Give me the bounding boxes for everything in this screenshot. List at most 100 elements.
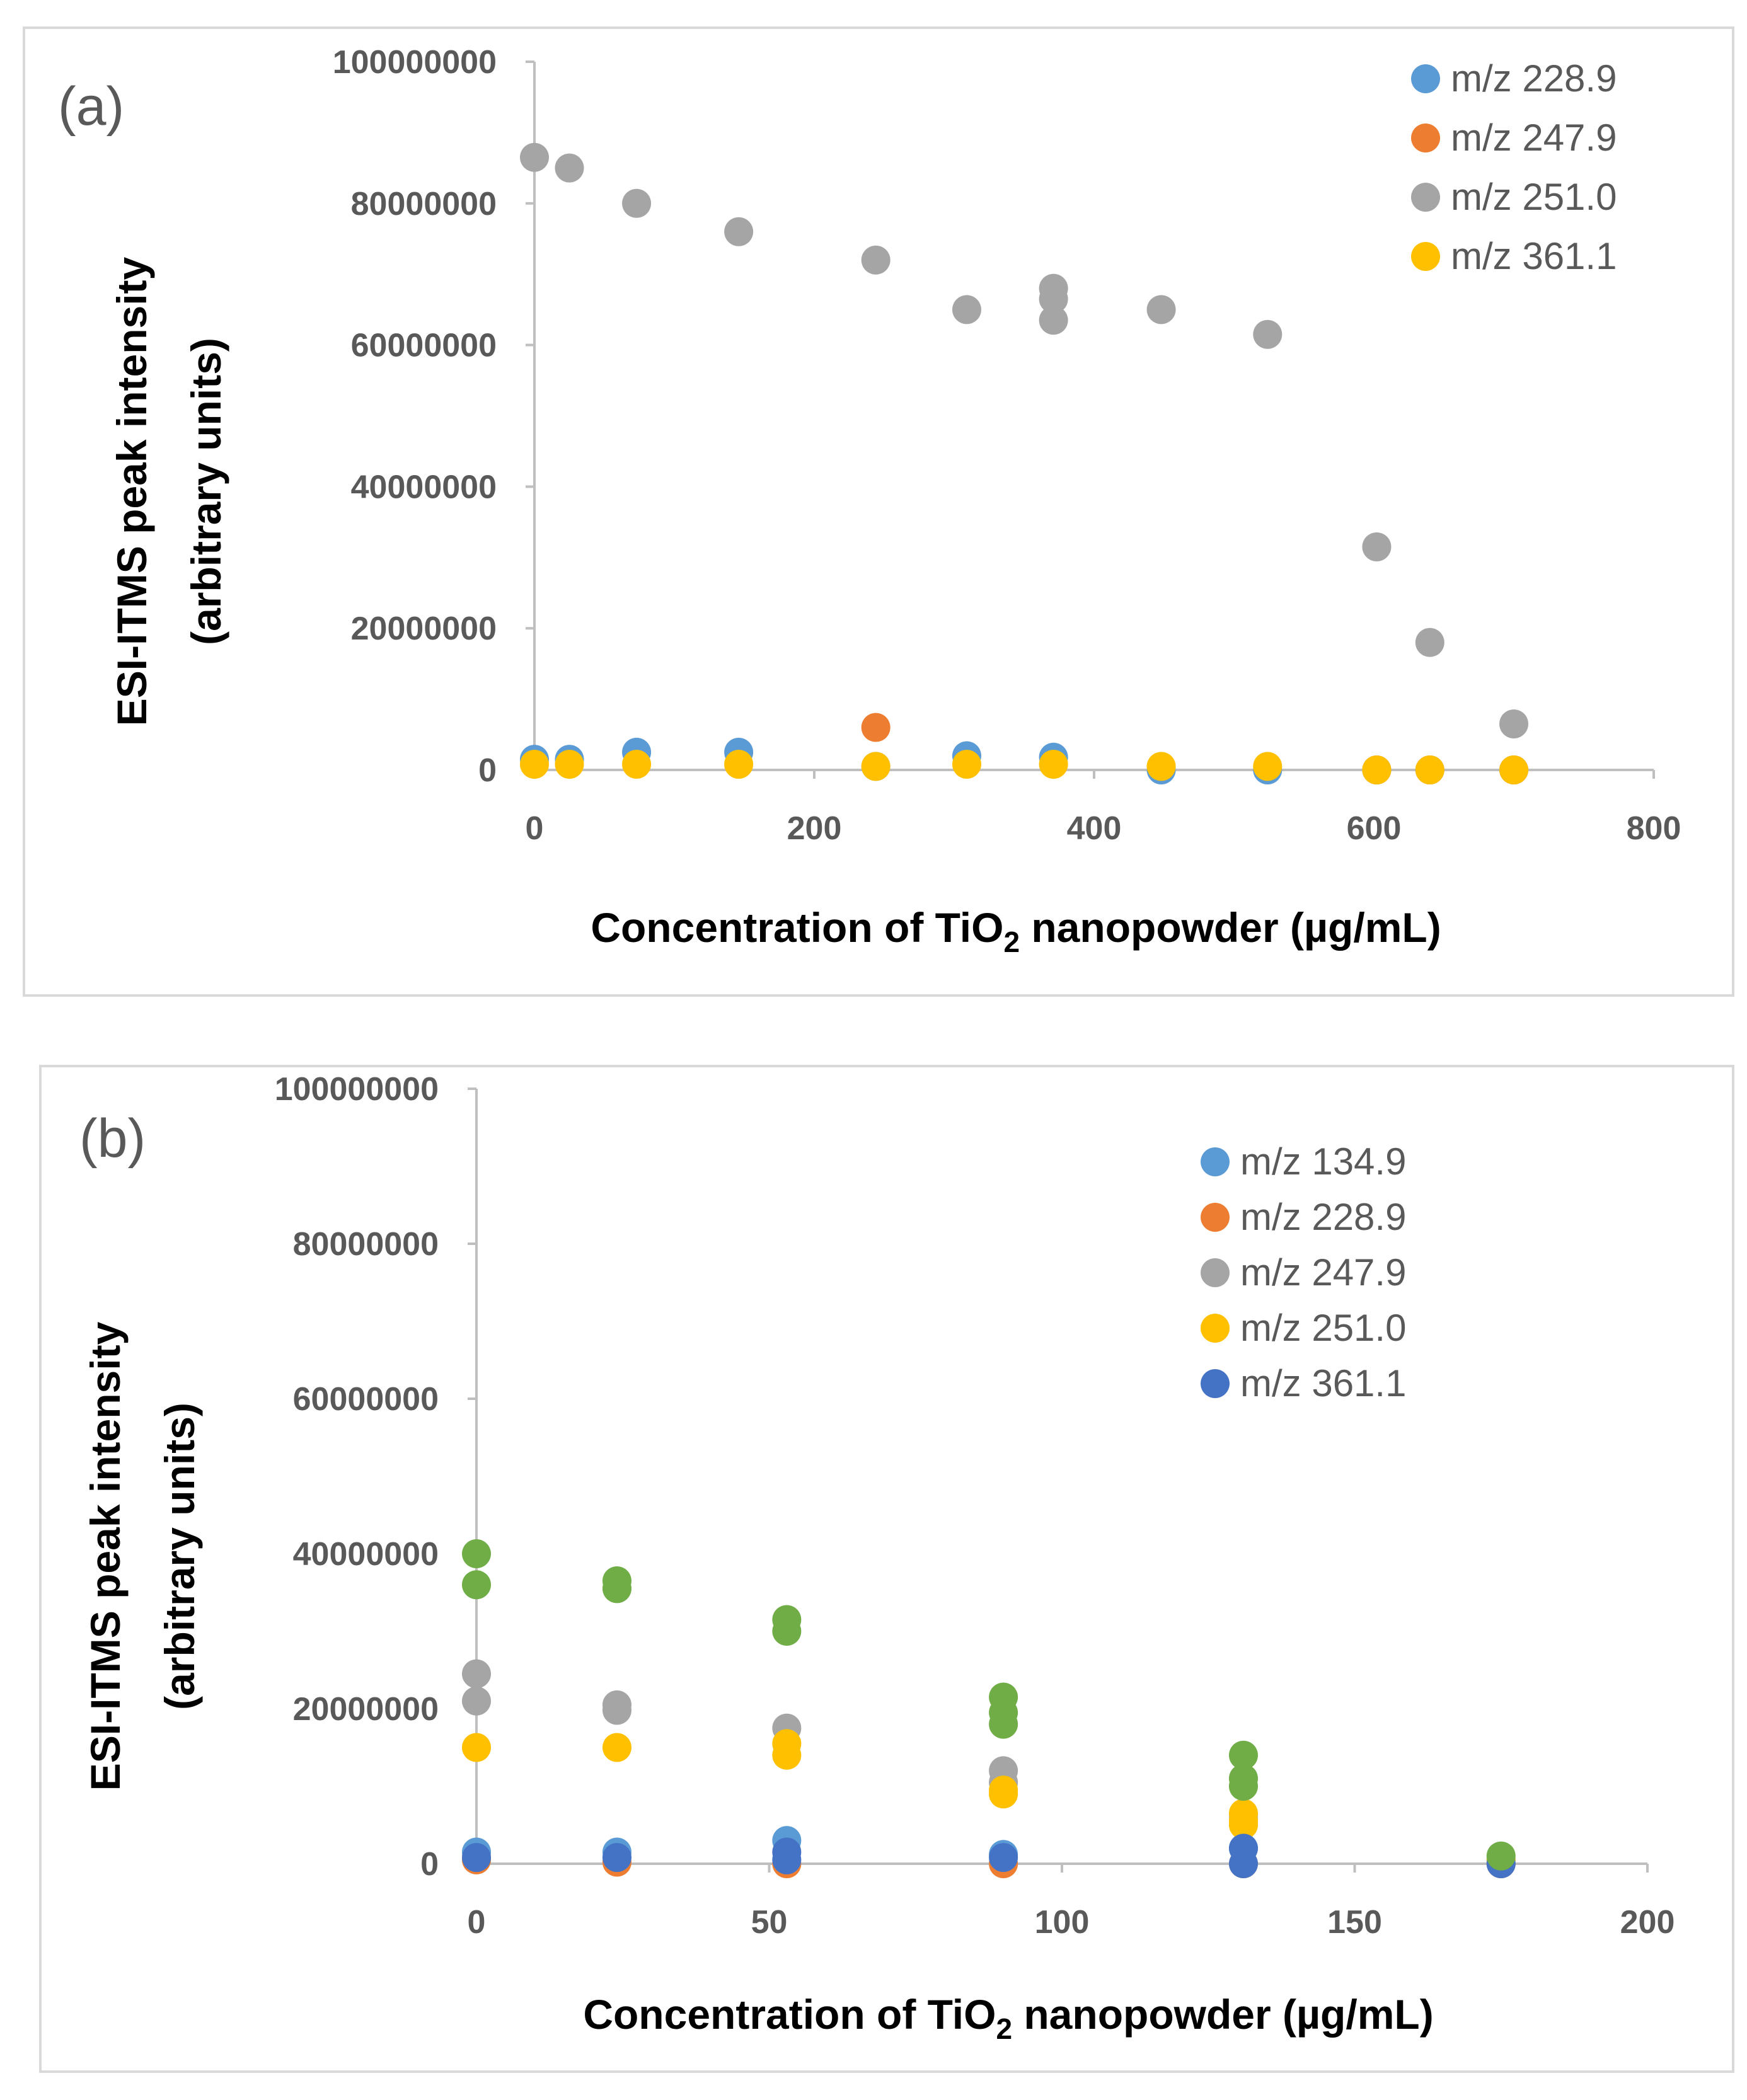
panel-a-x-axis-title: Concentration of TiO2 nanopowder (µg/mL) (591, 904, 1441, 958)
panel-a-data-point (724, 750, 754, 779)
panel-b-data-point (602, 1574, 631, 1604)
panel-a-data-point (724, 217, 754, 246)
panel-b-y-tick-label: 0 (420, 1846, 439, 1883)
panel-b-data-point (462, 1539, 491, 1568)
panel-a-data-point (861, 245, 891, 275)
panel-b-data-point (462, 1733, 491, 1762)
panel-a-data-point (1146, 295, 1176, 324)
panel-b-data-point (462, 1570, 491, 1600)
panel-b-points (462, 1539, 1516, 1878)
panel-b-data-point (989, 1779, 1018, 1809)
panel-a-data-point (555, 750, 584, 779)
panel-b-data-point (989, 1843, 1018, 1873)
panel-b-legend-marker (1201, 1203, 1230, 1232)
panel-a-legend-marker (1411, 64, 1440, 93)
panel-b-y-tick-label: 40000000 (293, 1536, 439, 1573)
panel-b-data-point (602, 1733, 631, 1762)
panel-a-y-tick-label: 0 (478, 752, 497, 789)
panel-a-data-point (1415, 628, 1444, 657)
panel-b-data-point (462, 1659, 491, 1689)
panel-b-x-tick-label: 0 (468, 1904, 486, 1941)
panel-a-x-tick-label: 600 (1347, 810, 1402, 847)
panel-b-data-point (772, 1845, 802, 1874)
panel-b-data-point (1228, 1810, 1258, 1840)
panel-a-legend-marker (1411, 242, 1440, 271)
panel-b-data-point (989, 1709, 1018, 1739)
panel-a-legend-label: m/z 361.1 (1451, 235, 1617, 277)
panel-a-data-point (520, 750, 549, 779)
panel-b-label: (b) (79, 1108, 146, 1169)
panel-b-legend: m/z 134.9 m/z 228.9 m/z 247.9 m/z 251.0 m/z … (1201, 1140, 1406, 1404)
panel-a-points (520, 142, 1528, 784)
panel-a-y-tick-label: 100000000 (333, 44, 497, 81)
panel-a-data-point (622, 188, 652, 218)
panel-a-data-point (861, 752, 891, 781)
panel-b-y-axis-title: ESI-ITMS peak intensity (arbitrary units… (82, 1321, 203, 1791)
panel-b-legend-label: m/z 134.9 (1240, 1140, 1406, 1183)
panel-a-data-point (952, 750, 981, 779)
panel-a-tick-labels: 0 200 400 600 800 0 20000000 40000000 60000000 80… (333, 44, 1681, 847)
panel-a-data-point (952, 295, 981, 324)
panel-a-data-point (1499, 709, 1528, 738)
panel-a-y-axis-title-line1: ESI-ITMS peak intensity (108, 256, 155, 726)
panel-a-x-tick-label: 0 (526, 810, 544, 847)
panel-b-x-tick-label: 200 (1620, 1904, 1675, 1941)
panel-a-data-point (1253, 319, 1283, 349)
panel-b-legend-marker (1201, 1258, 1230, 1287)
panel-b-data-point (772, 1617, 802, 1646)
panel-a-legend-marker (1411, 183, 1440, 212)
panel-b-x-tick-label: 100 (1035, 1904, 1090, 1941)
panel-a-y-tick-label: 60000000 (351, 328, 497, 364)
panel-a-data-point (1146, 752, 1176, 781)
panel-a: (a) 0 200 400 600 800 0 20000000 40000000 600000… (58, 44, 1681, 958)
panel-a-data-point (1362, 755, 1392, 784)
panel-b-x-tick-label: 50 (751, 1904, 788, 1941)
panel-a-y-tick-label: 40000000 (351, 469, 497, 505)
panel-b-legend-marker (1201, 1147, 1230, 1176)
panel-b-legend-label: m/z 361.1 (1240, 1362, 1406, 1404)
panel-a-data-point (1253, 752, 1283, 781)
panel-b-data-point (772, 1740, 802, 1770)
panel-b-legend-marker (1201, 1314, 1230, 1343)
panel-a-x-tick-label: 400 (1067, 810, 1122, 847)
panel-b-data-point (1228, 1740, 1258, 1770)
panel-a-data-point (622, 750, 652, 779)
panel-a-data-point (1039, 284, 1068, 314)
panel-a-label: (a) (58, 76, 124, 137)
panel-b-legend-label: m/z 247.9 (1240, 1251, 1406, 1294)
panel-a-legend-label: m/z 251.0 (1451, 176, 1617, 218)
panel-b-data-point (1228, 1849, 1258, 1878)
panel-b-legend-label: m/z 251.0 (1240, 1307, 1406, 1349)
panel-a-data-point (1039, 306, 1068, 335)
panel-b-y-tick-label: 100000000 (275, 1071, 439, 1108)
panel-a-data-point (1362, 532, 1392, 561)
panel-b-y-tick-label: 60000000 (293, 1381, 439, 1418)
panel-b-data-point (1228, 1772, 1258, 1801)
panel-a-legend-label: m/z 247.9 (1451, 117, 1617, 159)
panel-b: (b) 0 50 100 150 200 0 20000000 40000000 6000000… (79, 1071, 1675, 2045)
panel-a-x-tick-label: 200 (787, 810, 842, 847)
panel-b-y-tick-label: 20000000 (293, 1691, 439, 1728)
panel-a-data-point (1415, 755, 1444, 784)
panel-a-y-tick-label: 20000000 (351, 611, 497, 647)
panel-a-legend-label: m/z 228.9 (1451, 57, 1617, 100)
panel-b-frame (39, 1065, 1734, 2073)
panel-a-y-tick-label: 80000000 (351, 186, 497, 222)
panel-a-legend: m/z 228.9 m/z 247.9 m/z 251.0 m/z 361.1 (1411, 57, 1617, 277)
panel-a-data-point (1499, 755, 1528, 784)
panel-b-y-axis-title-line2: (arbitrary units) (156, 1403, 203, 1710)
panel-a-data-point (520, 142, 549, 172)
panel-a-data-point (555, 153, 584, 183)
panel-a-y-axis-title: ESI-ITMS peak intensity (arbitrary units… (108, 256, 229, 726)
panel-b-x-tick-label: 150 (1327, 1904, 1382, 1941)
panel-b-data-point (1486, 1841, 1516, 1871)
panel-a-y-axis-title-line2: (arbitrary units) (183, 338, 229, 645)
panel-b-data-point (462, 1686, 491, 1716)
panel-b-legend-marker (1201, 1369, 1230, 1398)
panel-a-legend-marker (1411, 123, 1440, 152)
panel-b-data-point (602, 1843, 631, 1873)
panel-a-axes (526, 60, 1655, 779)
panel-a-data-point (861, 713, 891, 742)
panel-a-data-point (1039, 750, 1068, 779)
